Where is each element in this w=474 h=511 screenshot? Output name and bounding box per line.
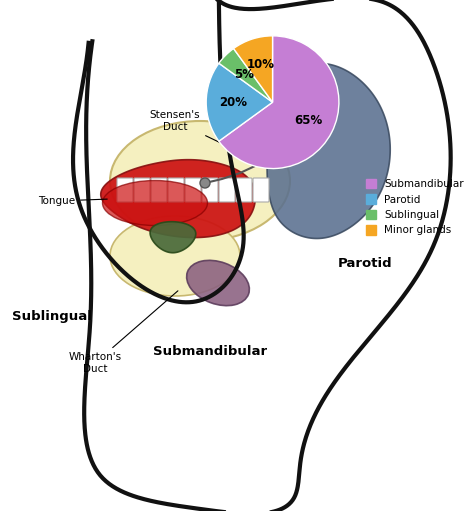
FancyBboxPatch shape: [185, 178, 201, 202]
FancyBboxPatch shape: [117, 178, 133, 202]
Text: 65%: 65%: [294, 114, 322, 127]
Wedge shape: [234, 36, 273, 102]
Text: 5%: 5%: [235, 67, 255, 81]
Text: 20%: 20%: [219, 96, 247, 109]
Text: Stensen's
Duct: Stensen's Duct: [150, 110, 246, 155]
FancyBboxPatch shape: [253, 178, 269, 202]
Polygon shape: [150, 222, 196, 253]
Polygon shape: [84, 0, 451, 511]
Wedge shape: [219, 36, 339, 169]
FancyBboxPatch shape: [134, 178, 150, 202]
Ellipse shape: [187, 260, 249, 306]
Text: Wharton's
Duct: Wharton's Duct: [68, 291, 178, 374]
Polygon shape: [101, 159, 255, 238]
Ellipse shape: [102, 180, 208, 225]
Ellipse shape: [110, 216, 240, 296]
Wedge shape: [219, 49, 273, 102]
Polygon shape: [73, 0, 244, 303]
FancyBboxPatch shape: [202, 178, 218, 202]
Text: Sublingual: Sublingual: [12, 310, 92, 322]
Circle shape: [200, 178, 210, 188]
Text: Parotid: Parotid: [338, 257, 392, 269]
Ellipse shape: [110, 121, 290, 241]
FancyBboxPatch shape: [168, 178, 184, 202]
FancyBboxPatch shape: [219, 178, 235, 202]
Legend: Submandibular, Parotid, Sublingual, Minor glands: Submandibular, Parotid, Sublingual, Mino…: [365, 179, 464, 236]
Text: 10%: 10%: [246, 58, 274, 71]
FancyBboxPatch shape: [236, 178, 252, 202]
Wedge shape: [206, 63, 273, 141]
FancyBboxPatch shape: [151, 178, 167, 202]
Text: Tongue: Tongue: [38, 196, 107, 206]
Text: Submandibular: Submandibular: [153, 344, 267, 358]
Polygon shape: [267, 63, 390, 239]
